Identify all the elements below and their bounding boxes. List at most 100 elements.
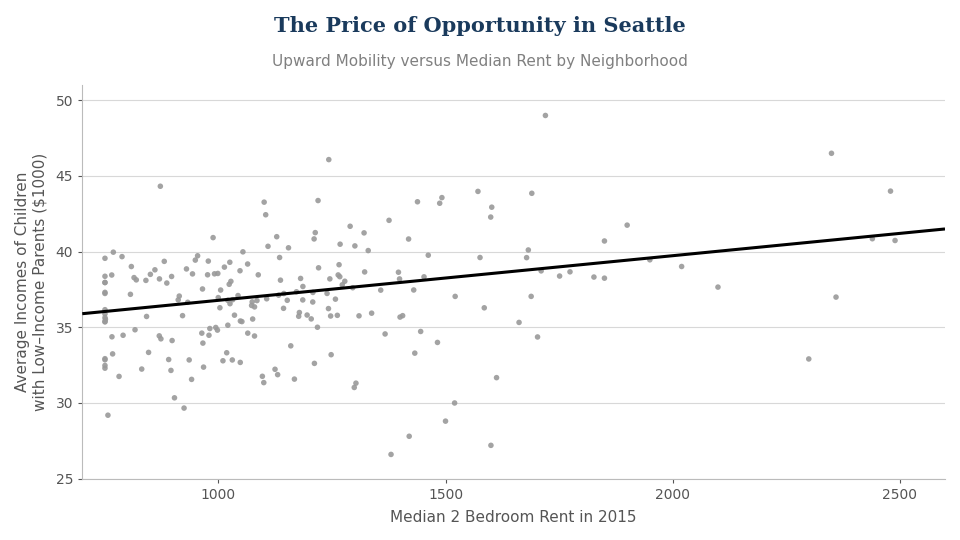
Point <box>105 349 120 358</box>
Point <box>324 350 339 359</box>
Point <box>128 326 143 334</box>
Point <box>179 265 194 273</box>
Point <box>97 254 112 262</box>
Point <box>220 296 235 305</box>
Point <box>127 273 142 282</box>
Point <box>97 364 112 373</box>
Point <box>292 308 307 317</box>
Point <box>225 295 240 304</box>
Point <box>432 199 447 207</box>
Point <box>97 288 112 296</box>
Point <box>332 272 348 281</box>
Point <box>203 324 218 333</box>
Point <box>391 268 406 276</box>
Point <box>597 237 612 245</box>
Point <box>219 348 234 357</box>
Point <box>213 286 228 294</box>
Point <box>470 187 486 195</box>
Point <box>210 293 226 302</box>
Point <box>212 303 228 312</box>
Point <box>269 232 284 241</box>
Point <box>106 248 121 256</box>
Point <box>438 417 453 426</box>
Point <box>232 358 248 367</box>
Point <box>483 213 498 221</box>
Point <box>115 331 131 340</box>
Point <box>247 302 262 311</box>
Point <box>187 256 203 265</box>
Point <box>247 332 262 340</box>
Point <box>323 274 338 283</box>
Point <box>483 441 498 450</box>
Point <box>563 267 578 276</box>
Point <box>530 333 545 341</box>
Point <box>124 262 139 271</box>
Point <box>98 315 113 323</box>
Point <box>245 315 260 323</box>
Point <box>273 276 288 285</box>
Point <box>271 291 286 300</box>
Point <box>202 331 217 340</box>
Point <box>534 267 549 275</box>
Point <box>332 240 348 248</box>
Point <box>361 246 376 255</box>
Point <box>296 282 311 291</box>
Point <box>377 329 393 338</box>
Point <box>447 399 463 407</box>
Point <box>260 242 276 251</box>
Point <box>217 263 232 272</box>
Point <box>230 291 246 300</box>
Point <box>171 295 186 304</box>
Point <box>337 277 352 286</box>
Point <box>291 312 306 321</box>
Point <box>97 278 112 287</box>
Point <box>97 309 112 318</box>
Point <box>184 375 200 384</box>
Point <box>434 193 449 202</box>
Point <box>104 271 119 279</box>
Point <box>310 196 325 205</box>
Point <box>364 309 379 318</box>
Point <box>383 450 398 459</box>
Point <box>159 279 175 287</box>
Point <box>392 275 407 284</box>
Point <box>180 298 196 307</box>
Point <box>310 323 325 332</box>
Point <box>134 364 150 373</box>
Point <box>208 323 224 332</box>
Point <box>195 285 210 293</box>
Point <box>330 271 346 279</box>
Point <box>167 394 182 402</box>
Point <box>887 236 902 245</box>
Point <box>177 404 192 413</box>
Point <box>306 234 322 243</box>
Point <box>244 301 259 310</box>
Point <box>512 318 527 327</box>
Point <box>259 294 275 303</box>
Point <box>287 375 302 383</box>
Point <box>195 339 210 347</box>
Point <box>538 111 553 120</box>
Point <box>97 278 112 287</box>
Point <box>413 327 428 336</box>
Point <box>97 361 112 370</box>
Point <box>381 216 396 225</box>
Point <box>329 311 345 320</box>
Point <box>205 233 221 242</box>
Point <box>123 290 138 299</box>
Point <box>139 312 155 321</box>
Point <box>164 336 180 345</box>
Point <box>227 311 242 320</box>
Point <box>305 288 321 297</box>
Point <box>321 156 336 164</box>
Point <box>97 354 112 363</box>
Point <box>225 356 240 364</box>
Point <box>345 284 360 292</box>
Point <box>476 303 492 312</box>
Point <box>196 363 211 372</box>
Point <box>524 189 540 198</box>
Point <box>293 274 308 283</box>
Point <box>401 432 417 441</box>
Point <box>406 286 421 294</box>
Point <box>240 260 255 268</box>
